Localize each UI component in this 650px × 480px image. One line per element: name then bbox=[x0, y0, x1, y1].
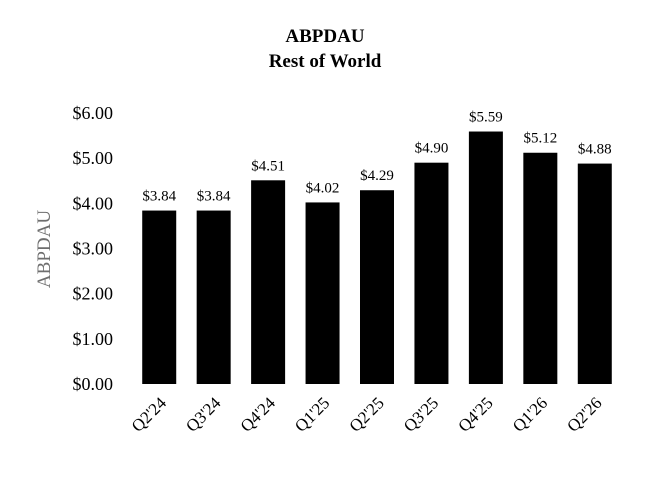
bar bbox=[414, 162, 449, 384]
y-tick-label: $4.00 bbox=[73, 193, 114, 213]
bar bbox=[196, 210, 231, 384]
bar bbox=[523, 152, 558, 384]
x-tick-label: Q4'24 bbox=[237, 393, 280, 436]
chart-title: ABPDAU bbox=[285, 26, 365, 47]
data-label: $3.84 bbox=[197, 189, 231, 205]
data-label: $4.88 bbox=[578, 142, 612, 158]
x-tick-label: Q1'25 bbox=[291, 393, 333, 435]
bar bbox=[468, 131, 503, 384]
data-label: $4.51 bbox=[251, 158, 285, 174]
x-tick-label: Q4'25 bbox=[454, 393, 496, 435]
y-tick-label: $3.00 bbox=[73, 239, 114, 259]
x-tick-label: Q3'25 bbox=[400, 393, 442, 435]
data-label: $5.12 bbox=[523, 131, 557, 147]
y-tick-label: $1.00 bbox=[73, 329, 114, 349]
bar bbox=[251, 180, 286, 384]
data-label: $5.59 bbox=[469, 110, 503, 126]
bar bbox=[305, 202, 340, 384]
x-tick-label: Q2'25 bbox=[346, 393, 388, 435]
x-tick-label: Q1'26 bbox=[509, 393, 551, 435]
bar bbox=[142, 210, 177, 384]
y-tick-label: $5.00 bbox=[73, 148, 114, 168]
data-label: $4.90 bbox=[415, 141, 449, 157]
x-tick-label: Q3'24 bbox=[182, 393, 225, 436]
data-label: $3.84 bbox=[142, 189, 176, 205]
y-tick-label: $2.00 bbox=[73, 284, 114, 304]
x-tick-label: Q2'26 bbox=[563, 393, 605, 435]
bar bbox=[577, 163, 612, 384]
chart-subtitle: Rest of World bbox=[268, 51, 382, 72]
y-tick-label: $0.00 bbox=[73, 374, 114, 394]
y-tick-label: $6.00 bbox=[73, 103, 114, 123]
x-tick-label: Q2'24 bbox=[128, 393, 171, 436]
bar bbox=[360, 190, 394, 384]
data-label: $4.02 bbox=[306, 180, 340, 196]
data-label: $4.29 bbox=[360, 168, 394, 184]
